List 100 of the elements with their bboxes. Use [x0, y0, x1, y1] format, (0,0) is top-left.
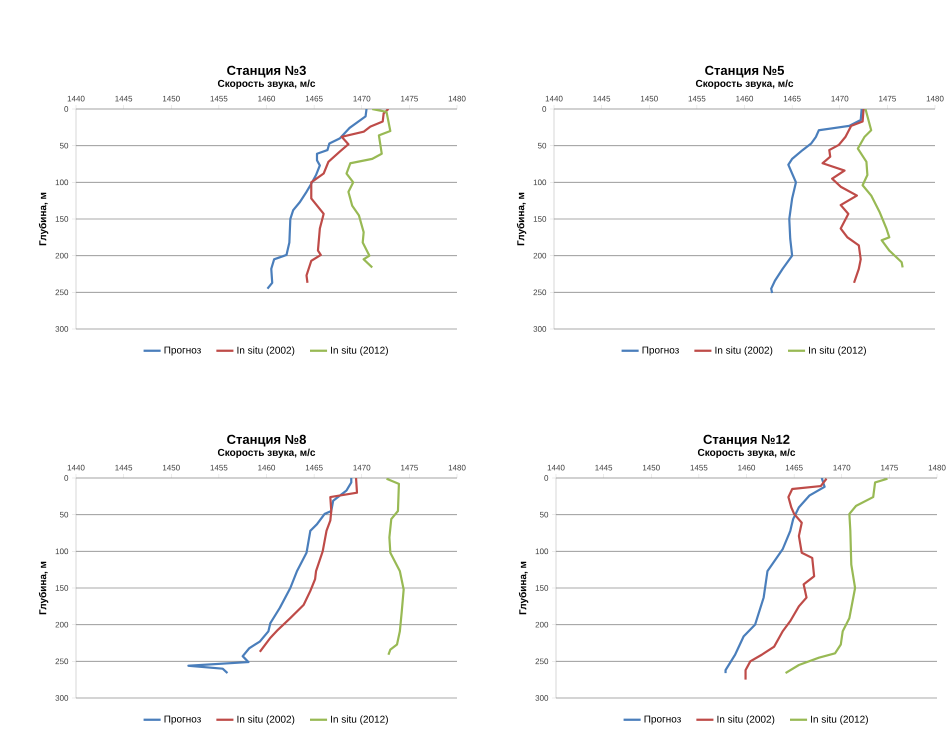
x-tick-label: 1465 [786, 464, 803, 470]
x-tick-label: 1470 [353, 464, 370, 470]
y-tick-label: 0 [542, 106, 546, 112]
x-tick-label: 1445 [115, 96, 132, 102]
x-tick-label: 1460 [738, 464, 756, 470]
y-tick-label: 200 [56, 252, 68, 258]
y-tick-label: 0 [64, 106, 68, 112]
legend-label: In situ (2002) [237, 346, 294, 356]
y-tick-label: 300 [535, 695, 548, 701]
line-series [724, 478, 826, 674]
x-tick-label: 1440 [68, 464, 85, 470]
y-tick-label: 200 [536, 622, 548, 628]
line-series [187, 478, 352, 674]
y-tick-label: 100 [56, 548, 68, 554]
line-series [822, 109, 865, 284]
y-tick-label: 250 [534, 290, 546, 296]
y-tick-label: 150 [56, 585, 68, 591]
x-tick-label: 1480 [928, 464, 946, 470]
line-series [744, 478, 828, 681]
y-tick-label: 300 [55, 695, 68, 701]
legend-label: In situ (2012) [811, 715, 868, 725]
y-tick-label: 100 [56, 180, 68, 186]
y-tick-label: 50 [60, 142, 68, 148]
y-tick-label: 100 [536, 548, 548, 554]
x-tick-label: 1460 [258, 96, 276, 102]
x-tick-label: 1445 [115, 464, 132, 470]
x-tick-label: 1455 [690, 464, 708, 470]
line-series [266, 109, 368, 290]
y-tick-label: 300 [533, 326, 546, 332]
y-tick-label: 150 [536, 585, 548, 591]
x-tick-label: 1475 [879, 96, 896, 102]
y-tick-label: 100 [534, 180, 546, 186]
y-tick-label: 50 [60, 512, 68, 518]
x-tick-label: 1450 [642, 464, 660, 470]
x-tick-label: 1465 [306, 96, 323, 102]
x-tick-label: 1445 [593, 96, 610, 102]
x-tick-label: 1475 [401, 464, 418, 470]
legend-label: In situ (2002) [715, 346, 772, 356]
legend-label: In situ (2012) [331, 346, 388, 356]
y-axis-title: Глубина, м [38, 192, 48, 246]
chart-title: Станция №8 [227, 434, 306, 446]
y-tick-label: 200 [534, 252, 546, 258]
chart-title: Станция №5 [705, 66, 784, 78]
line-series [784, 478, 889, 674]
legend-label: In situ (2012) [809, 346, 866, 356]
x-tick-label: 1455 [688, 96, 706, 102]
y-axis-title: Глубина, м [38, 562, 48, 614]
x-tick-label: 1445 [595, 464, 612, 470]
x-tick-label: 1480 [926, 96, 944, 102]
legend-label: In situ (2012) [331, 715, 388, 725]
line-series [305, 109, 390, 284]
x-axis-title: Скорость звука, м/с [218, 448, 316, 458]
y-tick-label: 50 [538, 142, 546, 148]
legend-label: In situ (2002) [717, 715, 774, 725]
x-tick-label: 1440 [68, 96, 85, 102]
x-tick-label: 1475 [881, 464, 898, 470]
x-tick-label: 1455 [210, 464, 228, 470]
x-tick-label: 1465 [784, 96, 801, 102]
legend-label: Прогноз [164, 716, 201, 725]
line-series [856, 109, 904, 268]
line-series [258, 478, 358, 653]
y-axis-title: Глубина, м [516, 192, 526, 246]
line-series [345, 109, 392, 268]
x-tick-label: 1440 [548, 464, 565, 470]
y-tick-label: 250 [56, 658, 68, 664]
x-tick-label: 1475 [401, 96, 418, 102]
x-tick-label: 1450 [640, 96, 658, 102]
x-tick-label: 1480 [448, 96, 466, 102]
x-tick-label: 1470 [833, 464, 850, 470]
y-tick-label: 250 [536, 658, 548, 664]
x-tick-label: 1440 [546, 96, 563, 102]
y-tick-label: 250 [56, 290, 68, 296]
x-axis-title: Скорость звука, м/с [698, 448, 796, 458]
x-tick-label: 1455 [210, 96, 228, 102]
y-tick-label: 200 [56, 622, 68, 628]
x-axis-title: Скорость звука, м/с [696, 80, 794, 89]
x-tick-label: 1470 [353, 96, 370, 102]
line-series [770, 109, 863, 294]
x-tick-label: 1460 [736, 96, 754, 102]
chart-title: Станция №3 [227, 66, 306, 78]
y-tick-label: 150 [534, 216, 546, 222]
y-tick-label: 300 [55, 326, 68, 332]
x-tick-label: 1465 [306, 464, 323, 470]
x-tick-label: 1480 [448, 464, 466, 470]
legend-label: Прогноз [642, 346, 679, 356]
chart-title: Станция №12 [704, 434, 790, 446]
legend-label: In situ (2002) [237, 715, 294, 725]
x-tick-label: 1450 [162, 96, 180, 102]
x-tick-label: 1460 [258, 464, 276, 470]
y-axis-title: Глубина, м [518, 562, 528, 614]
x-axis-title: Скорость звука, м/с [218, 80, 316, 89]
y-tick-label: 50 [540, 512, 548, 518]
x-tick-label: 1450 [162, 464, 180, 470]
y-tick-label: 150 [56, 216, 68, 222]
y-tick-label: 0 [64, 475, 68, 481]
line-series [385, 478, 405, 656]
x-tick-label: 1470 [831, 96, 848, 102]
legend-label: Прогноз [164, 346, 201, 356]
y-tick-label: 0 [544, 475, 548, 481]
legend-label: Прогноз [644, 716, 681, 725]
